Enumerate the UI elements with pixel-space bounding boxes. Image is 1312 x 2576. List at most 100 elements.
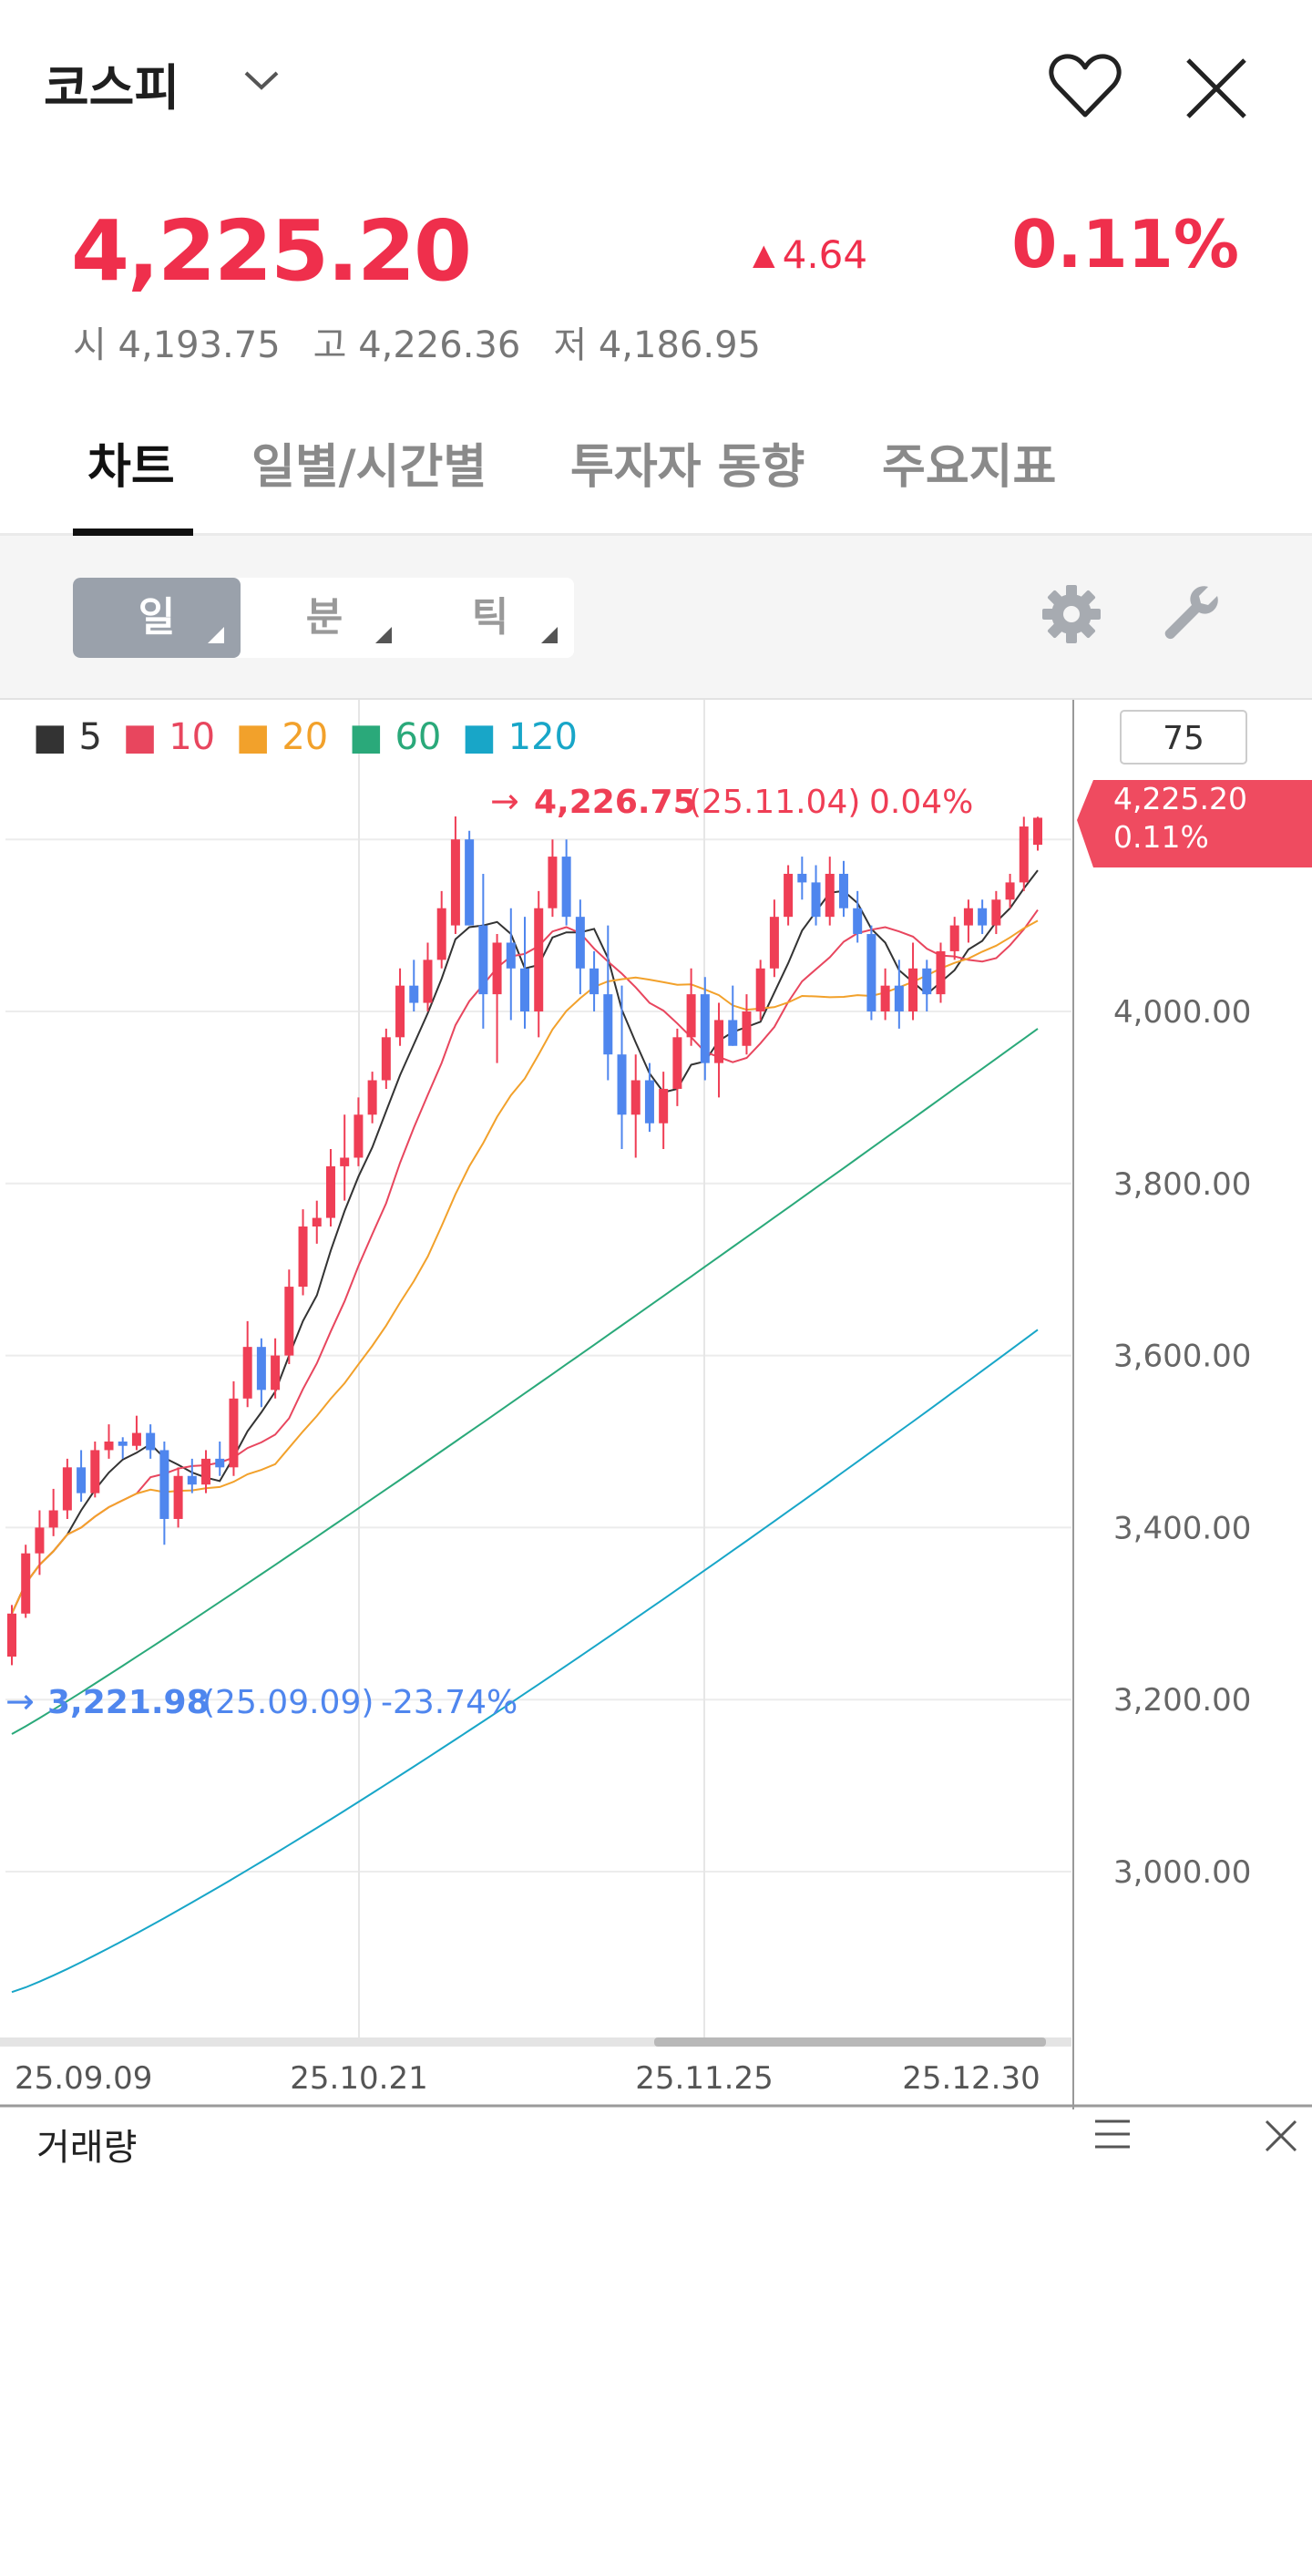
candle-body [159, 1450, 169, 1519]
close-volume-icon[interactable] [1261, 2116, 1301, 2156]
candle-body [436, 908, 446, 960]
max-value: 4,226.75 [534, 784, 696, 821]
max-date: (25.11.04) [689, 784, 860, 821]
index-title[interactable]: 코스피 [44, 59, 180, 117]
period-minute-button[interactable]: 분 [241, 578, 408, 658]
ohl-summary: 시 4,193.75 고 4,226.36 저 4,186.95 [73, 315, 794, 368]
price-change: ▲ 4.64 [753, 232, 867, 277]
candle-body [838, 873, 848, 908]
menu-icon[interactable] [1092, 2116, 1133, 2152]
close-icon[interactable] [1183, 55, 1250, 122]
min-pct: -23.74% [381, 1684, 518, 1721]
candle-body [866, 934, 876, 1011]
price-change-value: 4.64 [782, 232, 868, 277]
candle-body [784, 873, 794, 918]
period-day-button[interactable]: 일 [73, 578, 241, 658]
ma20-line [11, 919, 1039, 1615]
heart-icon[interactable] [1048, 51, 1122, 120]
candle-body [48, 1510, 58, 1528]
max-pct: 0.04% [869, 784, 973, 821]
candle-body [644, 1080, 654, 1124]
candle-body [229, 1398, 239, 1468]
date-tick-label: 25.12.30 [902, 2060, 1040, 2097]
period-tick-button[interactable]: 틱 [406, 578, 574, 658]
candle-body [797, 873, 807, 883]
chevron-down-icon[interactable] [239, 64, 284, 100]
candle-body [90, 1450, 100, 1493]
price-tick-label: 3,200.00 [1113, 1682, 1251, 1719]
candle-body [21, 1553, 31, 1614]
scroll-thumb [654, 2037, 1046, 2047]
candle-body [894, 985, 904, 1011]
candle-body [395, 985, 405, 1038]
ma60-line [11, 1028, 1039, 1735]
current-price-tag [1077, 780, 1312, 867]
candle-body [423, 960, 433, 1003]
tab-investor-trend[interactable]: 투자자 동향 [570, 440, 805, 495]
candle-body [7, 1613, 16, 1657]
candle-body [520, 968, 529, 1011]
date-tick-label: 25.09.09 [15, 2060, 152, 2097]
candle-body [686, 994, 696, 1038]
volume-title: 거래량 [36, 2127, 138, 2169]
candle-body [478, 925, 488, 995]
price-tick-label: 3,000.00 [1113, 1854, 1251, 1891]
candle-body [325, 1165, 335, 1218]
gear-icon[interactable] [1039, 581, 1104, 647]
candle-body [284, 1287, 294, 1356]
change-percent: 0.11% [1011, 206, 1239, 282]
max-arrow: → [490, 781, 519, 821]
candle-count: 75 [1163, 720, 1204, 757]
tab-key-indicators[interactable]: 주요지표 [882, 440, 1057, 495]
candle-body [548, 857, 558, 908]
candle-body [131, 1432, 141, 1446]
date-tick-label: 25.11.25 [635, 2060, 773, 2097]
candle-body [215, 1458, 225, 1468]
high-value: 고 4,226.36 [313, 324, 521, 366]
scroll-track [0, 2037, 1071, 2047]
current-price-tag-value: 4,225.20 [1113, 781, 1247, 816]
chart-background [0, 700, 1312, 2109]
price-tick-label: 4,000.00 [1113, 994, 1251, 1031]
tab-daily-hourly[interactable]: 일별/시간별 [251, 440, 487, 495]
candle-body [728, 1020, 738, 1046]
candle-body [978, 908, 988, 926]
legend-ma120: ■ 120 [462, 716, 578, 758]
candle-body [908, 968, 918, 1011]
candle-body [340, 1157, 350, 1166]
min-value: 3,221.98 [47, 1684, 210, 1721]
price-chart[interactable]: → 4,226.75 (25.11.04) 0.04% → 3,221.98 (25.0… [0, 700, 1312, 2109]
candle-body [991, 899, 1001, 926]
candle-body [506, 942, 516, 969]
candle-body [630, 1080, 641, 1115]
candle-body [769, 917, 779, 969]
tab-bar: 차트 일별/시간별 투자자 동향 주요지표 [0, 401, 1312, 536]
legend-ma10: ■ 10 [122, 716, 216, 758]
candle-body [187, 1475, 197, 1485]
wrench-icon[interactable] [1161, 581, 1226, 647]
legend-ma5: ■ 5 [33, 716, 102, 758]
price-tick-label: 3,400.00 [1113, 1510, 1251, 1546]
candle-body [936, 950, 946, 995]
candle-body [146, 1432, 156, 1451]
candle-count-box [1120, 710, 1247, 765]
candle-body [714, 1020, 724, 1063]
price-tick-label: 3,600.00 [1113, 1339, 1251, 1375]
candle-body [672, 1037, 682, 1089]
candle-body [492, 942, 502, 995]
tab-chart[interactable]: 차트 [87, 440, 175, 495]
chart-toolbar: 일 분 틱 [0, 536, 1312, 700]
candle-body [963, 908, 973, 926]
candle-body [104, 1442, 114, 1451]
ma120-line [11, 1329, 1039, 1994]
candle-body [825, 873, 835, 918]
candle-body [811, 882, 821, 918]
candle-body [1005, 882, 1015, 900]
candle-body [201, 1458, 211, 1485]
candle-body [575, 917, 585, 969]
current-price: 4,225.20 [71, 202, 472, 300]
ma-legend: ■ 5 ■ 10 ■ 20 ■ 60 ■ 120 [33, 716, 587, 758]
candle-body [1033, 817, 1042, 846]
candle-body [173, 1475, 183, 1519]
